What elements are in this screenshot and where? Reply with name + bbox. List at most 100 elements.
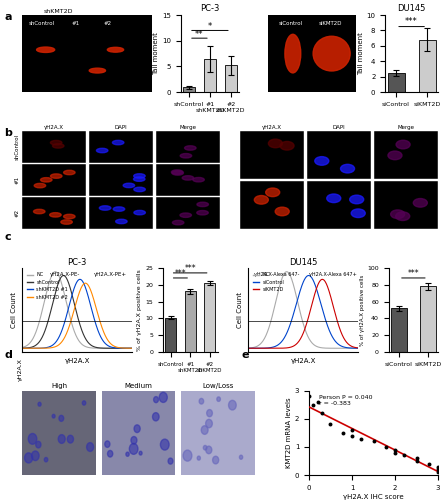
shControl	[113, 346, 118, 352]
Ellipse shape	[391, 210, 405, 218]
Title: DU145: DU145	[289, 258, 317, 267]
Bar	[185, 292, 195, 352]
Ellipse shape	[206, 420, 212, 428]
Title: γH2A.X: γH2A.X	[262, 125, 282, 130]
Bar	[204, 59, 216, 92]
Ellipse shape	[173, 220, 184, 225]
NC	[355, 346, 361, 352]
Ellipse shape	[254, 196, 268, 204]
siControl	[311, 278, 316, 284]
Ellipse shape	[44, 458, 48, 462]
Point	[340, 429, 347, 437]
Ellipse shape	[197, 210, 208, 215]
Ellipse shape	[396, 212, 410, 220]
shKMT2D #1	[20, 346, 25, 352]
Text: Person P = 0.040
r = -0.383: Person P = 0.040 r = -0.383	[319, 395, 373, 406]
Ellipse shape	[51, 140, 62, 145]
NC	[85, 344, 90, 350]
Text: *: *	[208, 22, 212, 31]
Point	[318, 409, 325, 417]
Ellipse shape	[182, 176, 194, 180]
Ellipse shape	[134, 210, 145, 215]
Point	[413, 454, 420, 462]
Ellipse shape	[134, 187, 145, 192]
Ellipse shape	[25, 453, 33, 463]
Text: ***: ***	[184, 264, 196, 273]
shKMT2D #1	[113, 345, 118, 351]
Point	[370, 438, 377, 446]
Ellipse shape	[87, 442, 93, 452]
Line: siControl: siControl	[249, 276, 358, 348]
Title: High: High	[51, 383, 67, 389]
Bar	[165, 318, 176, 352]
Line: siKMT2D: siKMT2D	[249, 280, 358, 348]
NC	[119, 346, 125, 352]
Ellipse shape	[97, 148, 108, 152]
Ellipse shape	[34, 184, 46, 188]
Text: b: b	[4, 128, 13, 138]
Ellipse shape	[388, 151, 402, 160]
Ellipse shape	[268, 139, 283, 147]
Text: e: e	[241, 350, 249, 360]
Ellipse shape	[396, 140, 410, 149]
shControl	[61, 272, 66, 278]
siControl	[346, 345, 351, 351]
X-axis label: γH2A.X: γH2A.X	[64, 358, 90, 364]
Text: γH2A.X-Alexa 647+: γH2A.X-Alexa 647+	[308, 272, 356, 277]
shControl	[119, 346, 125, 352]
Ellipse shape	[61, 220, 72, 224]
NC	[284, 268, 290, 274]
Point	[314, 398, 321, 406]
siKMT2D	[338, 330, 344, 336]
Title: DAPI: DAPI	[333, 125, 346, 130]
NC	[338, 346, 344, 352]
Line: shKMT2D #1: shKMT2D #1	[22, 280, 132, 348]
Text: γH2A.X-Alexa 647-: γH2A.X-Alexa 647-	[254, 272, 299, 277]
Ellipse shape	[275, 207, 289, 216]
shKMT2D #1	[20, 346, 25, 352]
Point	[434, 468, 442, 476]
Point	[357, 434, 364, 442]
shControl	[87, 341, 93, 347]
Text: **: **	[195, 30, 204, 38]
Ellipse shape	[180, 213, 191, 218]
Ellipse shape	[134, 177, 145, 182]
NC	[85, 344, 91, 350]
X-axis label: γH2A.X IHC score: γH2A.X IHC score	[343, 494, 404, 500]
Text: γH2A.X-PE+: γH2A.X-PE+	[93, 272, 127, 277]
NC	[129, 346, 135, 352]
NC	[311, 342, 316, 348]
Text: d: d	[4, 350, 13, 360]
Ellipse shape	[350, 195, 364, 204]
siKMT2D	[311, 296, 316, 302]
Title: Merge: Merge	[398, 125, 415, 130]
Title: DU145: DU145	[397, 4, 426, 13]
Point	[348, 426, 355, 434]
NC	[20, 344, 25, 350]
Ellipse shape	[99, 206, 111, 210]
NC	[20, 344, 25, 350]
siControl	[338, 343, 344, 349]
siKMT2D	[346, 341, 351, 347]
Y-axis label: Cell Count: Cell Count	[237, 292, 243, 328]
Point	[434, 466, 442, 473]
Ellipse shape	[201, 426, 208, 434]
Ellipse shape	[171, 170, 183, 174]
Ellipse shape	[341, 164, 354, 173]
shKMT2D #1	[87, 300, 93, 306]
shControl	[129, 346, 135, 352]
Ellipse shape	[168, 458, 173, 464]
Bar	[225, 66, 236, 92]
siControl	[246, 346, 251, 352]
shKMT2D #2	[20, 346, 25, 352]
Ellipse shape	[82, 401, 86, 405]
Ellipse shape	[197, 456, 200, 460]
Text: siKMT2D: siKMT2D	[318, 21, 342, 26]
Point	[383, 443, 390, 451]
Point	[392, 448, 399, 456]
Ellipse shape	[37, 47, 55, 52]
Ellipse shape	[116, 219, 127, 224]
shKMT2D #1	[129, 346, 135, 352]
Ellipse shape	[34, 210, 45, 214]
Ellipse shape	[199, 398, 204, 404]
